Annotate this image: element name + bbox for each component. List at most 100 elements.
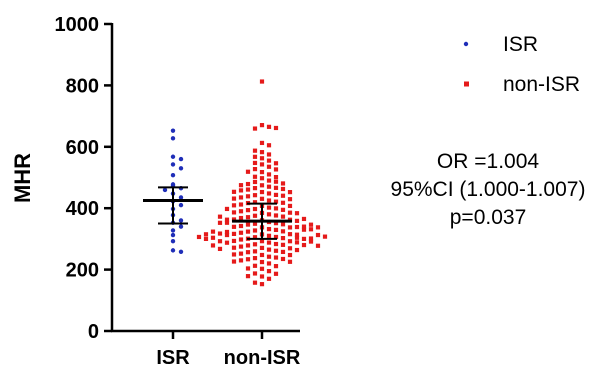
data-point-non-isr — [280, 214, 286, 219]
data-point-non-isr — [287, 252, 293, 258]
stat-annotation-line: p=0.037 — [450, 206, 527, 229]
data-point-non-isr — [294, 218, 300, 223]
data-point-non-isr — [231, 259, 237, 264]
data-point-non-isr — [266, 124, 272, 129]
data-point-non-isr — [266, 226, 272, 232]
data-point-non-isr — [259, 252, 265, 258]
data-point-isr — [170, 128, 176, 133]
data-point-non-isr — [238, 223, 244, 229]
data-point-non-isr — [266, 164, 272, 169]
data-point-non-isr — [266, 254, 272, 259]
data-point-isr — [178, 202, 184, 208]
y-axis: 0 200 400 600 800 1000 — [55, 14, 114, 343]
data-point-non-isr — [252, 271, 258, 276]
data-point-isr — [170, 238, 176, 244]
data-point-non-isr — [280, 181, 286, 186]
data-point-non-isr — [266, 178, 272, 183]
stat-annotation: OR =1.004 95%CI (1.000-1.007) p=0.037 — [391, 150, 586, 229]
data-point-non-isr — [308, 222, 314, 227]
data-point-non-isr — [266, 276, 272, 281]
data-point-non-isr — [273, 175, 279, 180]
data-point-non-isr — [245, 257, 251, 262]
data-point-non-isr — [224, 240, 230, 245]
x-tick-label: ISR — [156, 347, 190, 369]
data-point-non-isr — [238, 244, 244, 249]
data-point-non-isr — [245, 274, 251, 279]
data-point-non-isr — [266, 184, 272, 189]
data-point-non-isr — [273, 271, 279, 276]
data-point-non-isr — [287, 210, 293, 215]
data-point-non-isr — [252, 228, 258, 233]
data-point-non-isr — [266, 247, 272, 252]
data-point-isr — [170, 162, 176, 167]
data-point-non-isr — [273, 167, 279, 172]
data-point-non-isr — [266, 240, 272, 245]
legend-marker-non-isr — [464, 81, 469, 87]
data-point-isr — [178, 218, 184, 223]
data-point-non-isr — [238, 251, 244, 256]
data-point-non-isr — [259, 169, 265, 175]
data-point-non-isr — [196, 234, 202, 240]
data-point-non-isr — [259, 189, 265, 195]
data-point-non-isr — [294, 232, 300, 237]
y-tick-label: 1000 — [55, 14, 100, 36]
data-point-isr — [170, 232, 176, 238]
data-point-non-isr — [266, 269, 272, 274]
data-point-non-isr — [252, 206, 258, 212]
data-point-non-isr — [252, 263, 258, 268]
data-point-non-isr — [301, 227, 307, 232]
data-point-non-isr — [294, 211, 300, 216]
data-point-non-isr — [231, 238, 237, 244]
data-point-non-isr — [217, 231, 223, 236]
data-point-non-isr — [280, 222, 286, 227]
data-point-non-isr — [294, 235, 300, 240]
data-point-non-isr — [287, 246, 293, 251]
data-point-non-isr — [224, 229, 230, 235]
data-point-isr — [178, 249, 184, 254]
data-point-non-isr — [259, 196, 265, 201]
data-point-non-isr — [217, 220, 223, 225]
data-point-non-isr — [238, 237, 244, 242]
data-point-non-isr — [273, 221, 279, 226]
data-point-non-isr — [287, 259, 293, 264]
data-point-non-isr — [252, 179, 258, 185]
mean-sd-bars — [143, 186, 292, 240]
data-point-non-isr — [287, 225, 293, 230]
data-point-non-isr — [301, 224, 307, 229]
stat-annotation-line: 95%CI (1.000-1.007) — [391, 178, 586, 201]
data-point-non-isr — [245, 222, 251, 227]
data-point-non-isr — [224, 217, 230, 222]
data-point-isr — [170, 172, 176, 178]
data-point-non-isr — [308, 239, 314, 244]
data-point-non-isr — [252, 166, 258, 172]
data-point-non-isr — [266, 205, 272, 210]
data-point-non-isr — [231, 189, 237, 194]
data-point-non-isr — [301, 242, 307, 248]
data-point-non-isr — [245, 187, 251, 192]
data-point-non-isr — [273, 206, 279, 211]
legend-label: ISR — [503, 33, 538, 56]
data-point-non-isr — [245, 229, 251, 234]
data-point-non-isr — [217, 246, 223, 252]
data-point-non-isr — [238, 202, 244, 207]
data-point-non-isr — [308, 227, 314, 232]
data-point-isr — [162, 187, 168, 193]
data-point-non-isr — [259, 274, 265, 279]
data-point-non-isr — [245, 266, 251, 271]
data-point-non-isr — [259, 245, 265, 251]
data-point-non-isr — [287, 197, 293, 202]
data-point-non-isr — [217, 239, 223, 244]
stat-annotation-line: OR =1.004 — [437, 150, 539, 173]
data-point-non-isr — [280, 207, 286, 212]
data-point-isr — [170, 136, 176, 141]
data-point-non-isr — [259, 239, 265, 244]
data-point-isr — [178, 166, 184, 171]
data-point-non-isr — [238, 183, 244, 188]
data-point-non-isr — [238, 209, 244, 214]
data-point-non-isr — [273, 125, 279, 131]
data-point-non-isr — [294, 224, 300, 230]
data-point-non-isr — [266, 172, 272, 177]
data-point-isr — [170, 248, 176, 253]
data-point-non-isr — [238, 195, 244, 200]
